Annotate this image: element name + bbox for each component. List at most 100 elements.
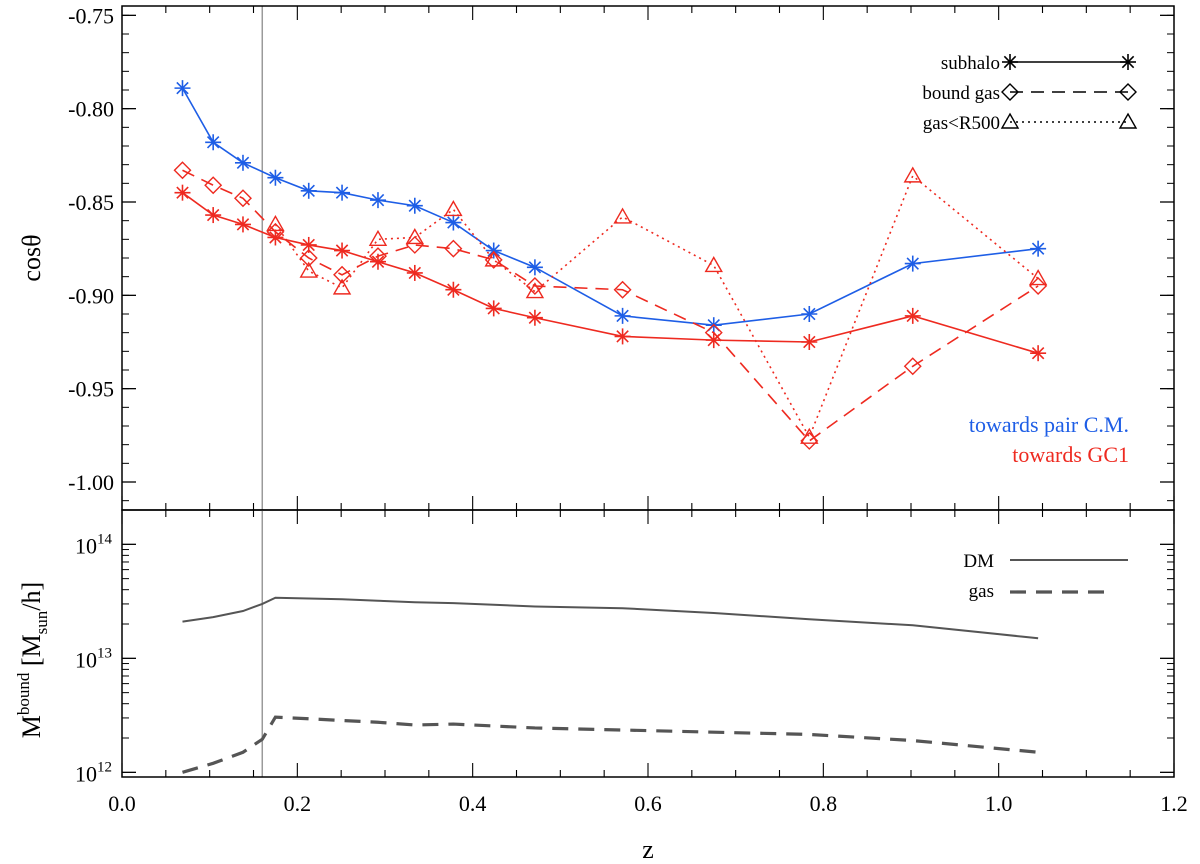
data-point-diamond bbox=[173, 161, 192, 180]
asterisk-stroke bbox=[206, 208, 220, 222]
data-point-triangle bbox=[613, 207, 632, 224]
data-point-asterisk bbox=[174, 184, 191, 201]
data-point-asterisk bbox=[334, 184, 351, 201]
asterisk-stroke bbox=[1031, 242, 1045, 255]
data-point-triangle bbox=[368, 229, 388, 247]
asterisk-stroke bbox=[236, 218, 250, 231]
data-point-diamond bbox=[266, 222, 285, 241]
bottom-y-tick-label: 1013 bbox=[75, 645, 112, 672]
data-point-asterisk bbox=[526, 309, 543, 326]
tick-base: 10 bbox=[75, 761, 97, 786]
legend-entry-subhalo: subhalo bbox=[941, 53, 1136, 74]
data-point-asterisk bbox=[526, 259, 543, 276]
data-point-triangle bbox=[903, 166, 922, 183]
x-tick-label: 0.2 bbox=[284, 791, 312, 816]
legend-sample-subhalo bbox=[1002, 54, 1136, 70]
series-line bbox=[181, 87, 1039, 327]
asterisk-stroke bbox=[206, 136, 220, 149]
data-point-asterisk bbox=[1030, 345, 1047, 362]
data-point-triangle bbox=[332, 278, 352, 295]
y-title-part: M bbox=[17, 715, 46, 738]
legend-marker-left bbox=[1002, 54, 1018, 70]
data-point-triangle bbox=[444, 200, 463, 217]
asterisk-stroke bbox=[408, 199, 422, 212]
legend-marker-right bbox=[1120, 54, 1136, 70]
asterisk-stroke bbox=[803, 307, 816, 321]
legend-sample-gas-r500 bbox=[1000, 112, 1138, 129]
legend-label-dm: DM bbox=[963, 551, 994, 572]
x-tick-label: 0.6 bbox=[634, 791, 662, 816]
tick-base: 10 bbox=[75, 533, 97, 558]
asterisk-stroke bbox=[335, 244, 349, 257]
data-point-diamond bbox=[368, 247, 387, 266]
asterisk-stroke bbox=[528, 261, 542, 274]
bottom-panel-frame bbox=[121, 509, 1175, 778]
y-title-part: /h] bbox=[17, 582, 46, 611]
data-point-asterisk bbox=[334, 242, 351, 259]
data-point-triangle bbox=[405, 228, 425, 245]
data-point-asterisk bbox=[300, 182, 317, 199]
data-point-asterisk bbox=[234, 216, 251, 233]
legend-entry-gas: gas bbox=[969, 581, 1114, 602]
asterisk-stroke bbox=[616, 309, 629, 323]
top-y-axis-title: cosθ bbox=[17, 234, 46, 281]
top-y-tick-label: -0.90 bbox=[68, 283, 114, 308]
data-point-triangle bbox=[266, 214, 285, 232]
x-tick-label: 1.2 bbox=[1160, 791, 1188, 816]
series-dm bbox=[182, 596, 1039, 640]
legend-entry-dm: DM bbox=[963, 551, 1128, 572]
bottom-y-axis-title: Mbound [Msun/h] bbox=[14, 582, 51, 738]
legend-label-gas-r500: gas<R500 bbox=[923, 113, 1000, 134]
data-point-diamond bbox=[299, 249, 318, 267]
y-title-part: bound bbox=[14, 672, 33, 715]
asterisk-stroke bbox=[176, 81, 189, 95]
legend-sample-bound-gas bbox=[1001, 83, 1137, 101]
data-point-triangle bbox=[484, 250, 503, 267]
data-point-asterisk bbox=[1030, 240, 1047, 257]
data-point-diamond bbox=[484, 250, 503, 269]
x-tick-label: 1.0 bbox=[985, 791, 1013, 816]
asterisk-stroke bbox=[269, 171, 282, 184]
data-point-asterisk bbox=[205, 134, 222, 151]
asterisk-stroke bbox=[176, 186, 189, 199]
legend-label-gas: gas bbox=[969, 581, 994, 602]
asterisk-stroke bbox=[408, 266, 422, 280]
asterisk-stroke bbox=[269, 231, 282, 244]
data-point-asterisk bbox=[205, 207, 222, 224]
data-point-triangle bbox=[800, 427, 819, 444]
tick-base: 10 bbox=[75, 647, 97, 672]
data-point-diamond bbox=[525, 277, 544, 295]
series-gas bbox=[182, 715, 1039, 774]
data-point-asterisk bbox=[614, 307, 631, 324]
data-point-asterisk bbox=[614, 328, 631, 345]
legend-marker-right bbox=[1119, 83, 1137, 101]
series-subhalo-towards-gc1 bbox=[174, 184, 1047, 362]
data-point-asterisk bbox=[406, 264, 423, 281]
top-y-tick-label: -1.00 bbox=[68, 470, 114, 495]
tick-exponent: 13 bbox=[97, 645, 112, 661]
asterisk-stroke bbox=[302, 184, 315, 198]
data-point-asterisk bbox=[267, 169, 284, 186]
data-point-asterisk bbox=[174, 80, 191, 97]
asterisk-stroke bbox=[236, 156, 250, 170]
data-point-asterisk bbox=[234, 154, 251, 171]
data-point-asterisk bbox=[445, 214, 462, 231]
legend-marker-left bbox=[1001, 83, 1019, 101]
asterisk-stroke bbox=[906, 257, 919, 270]
data-point-asterisk bbox=[445, 281, 462, 298]
x-tick-label: 0.8 bbox=[810, 791, 838, 816]
bottom-y-tick-label: 1012 bbox=[75, 759, 112, 786]
series-bound-gas-towards-gc1 bbox=[173, 161, 1048, 450]
data-point-triangle bbox=[1028, 269, 1048, 286]
data-point-asterisk bbox=[801, 334, 818, 350]
data-point-diamond bbox=[405, 235, 424, 254]
top-legend: subhalo bound gas gas<R500 bbox=[922, 53, 1138, 134]
data-point-triangle bbox=[704, 256, 723, 273]
asterisk-stroke bbox=[371, 255, 385, 268]
asterisk-stroke bbox=[1031, 346, 1045, 360]
data-point-asterisk bbox=[369, 192, 386, 209]
data-point-diamond bbox=[903, 357, 922, 376]
y-title-part: [M bbox=[17, 634, 46, 672]
